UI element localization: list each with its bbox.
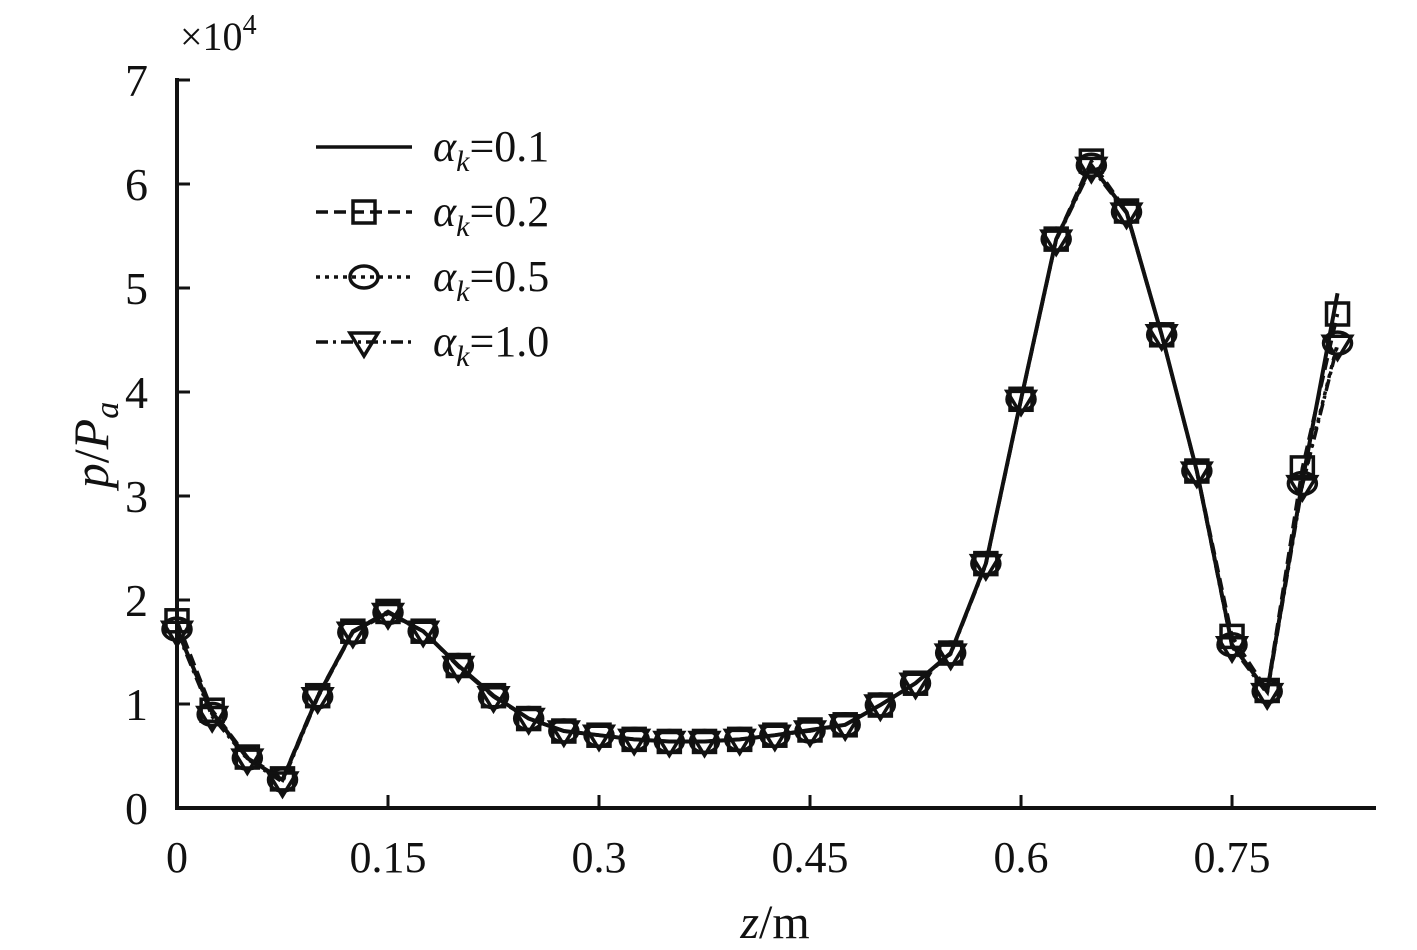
circle-marker xyxy=(1110,199,1143,225)
series-line xyxy=(175,161,1340,783)
legend-label: αk=0.1 xyxy=(433,122,549,178)
x-tick-label: 0.45 xyxy=(772,833,849,882)
triangle-down-marker xyxy=(406,620,441,649)
series-dashed xyxy=(164,148,1351,792)
circle-marker xyxy=(1321,330,1354,356)
triangle-down-marker xyxy=(1250,682,1285,711)
circle-marker xyxy=(934,640,967,666)
legend-label: αk=1.0 xyxy=(433,317,549,373)
triangle-down-marker xyxy=(159,620,195,649)
triangle-down-marker xyxy=(757,724,792,753)
x-axis-label: z/m xyxy=(739,896,809,945)
circle-marker xyxy=(266,767,299,793)
triangle-down-marker xyxy=(1039,229,1074,258)
axes xyxy=(175,78,1376,810)
series-line xyxy=(175,157,1340,782)
y-tick-label: 2 xyxy=(125,575,148,626)
circle-marker xyxy=(970,550,1002,577)
y-multiplier: ×104 xyxy=(180,10,257,59)
square-marker xyxy=(1324,301,1351,327)
square-marker xyxy=(351,199,377,225)
triangle-down-marker xyxy=(1214,636,1250,665)
y-tick-label: 3 xyxy=(125,471,148,522)
triangle-down-marker xyxy=(617,728,652,757)
triangle-down-marker xyxy=(346,331,382,360)
triangle-down-marker xyxy=(581,724,617,753)
y-tick-label: 6 xyxy=(125,159,148,210)
triangle-down-marker xyxy=(898,672,933,701)
legend-entry: αk=0.1 xyxy=(316,122,549,178)
legend-label: αk=0.2 xyxy=(433,187,549,243)
y-tick-label: 4 xyxy=(125,367,148,418)
triangle-down-marker xyxy=(1003,389,1039,418)
legend-entry: αk=0.2 xyxy=(316,187,549,243)
series-solid xyxy=(175,161,1340,783)
triangle-down-marker xyxy=(335,621,370,650)
circle-marker xyxy=(231,745,264,771)
triangle-down-marker xyxy=(933,643,968,672)
circle-marker xyxy=(1005,386,1037,413)
series-dashdot xyxy=(159,156,1355,800)
triangle-down-marker xyxy=(370,602,406,631)
circle-marker xyxy=(1216,631,1248,658)
x-tick-label: 0.75 xyxy=(1194,833,1271,882)
triangle-down-marker xyxy=(722,728,757,757)
circle-marker xyxy=(1075,152,1108,179)
circle-marker xyxy=(1181,458,1213,484)
triangle-down-marker xyxy=(1179,461,1214,490)
triangle-down-marker xyxy=(792,720,828,749)
series-line xyxy=(175,161,1340,783)
triangle-down-marker xyxy=(476,685,511,715)
triangle-down-marker xyxy=(546,720,581,749)
circle-marker xyxy=(301,683,334,710)
y-tick-label: 0 xyxy=(125,783,148,834)
triangle-down-marker xyxy=(265,771,300,800)
x-tick-label: 0 xyxy=(166,833,188,882)
legend-label: αk=0.5 xyxy=(433,252,549,308)
y-axis-label: p/Pa xyxy=(63,402,126,491)
triangle-down-marker xyxy=(863,694,898,723)
triangle-down-marker xyxy=(511,707,546,736)
triangle-down-marker xyxy=(300,687,335,716)
circle-marker xyxy=(1251,678,1283,705)
y-tick-label: 7 xyxy=(125,55,148,106)
circle-marker xyxy=(348,264,380,290)
x-tick-label: 0.15 xyxy=(350,833,427,882)
triangle-down-marker xyxy=(1144,324,1179,353)
triangle-down-marker xyxy=(441,655,476,684)
legend-entry: αk=0.5 xyxy=(316,252,549,308)
series-dotted xyxy=(161,152,1354,793)
triangle-down-marker xyxy=(1285,474,1320,503)
legend: αk=0.1 αk=0.2 αk=0.5 αk=1.0 xyxy=(316,122,549,373)
circle-marker xyxy=(196,701,228,728)
triangle-down-marker xyxy=(1109,202,1144,231)
y-tick-label: 1 xyxy=(125,679,148,730)
triangle-down-marker xyxy=(687,730,722,759)
triangle-down-marker xyxy=(1320,334,1355,363)
triangle-down-marker xyxy=(195,705,230,734)
triangle-down-marker xyxy=(968,553,1003,583)
legend-entry: αk=1.0 xyxy=(316,317,549,373)
triangle-down-marker xyxy=(652,730,687,759)
circle-marker xyxy=(372,599,404,626)
circle-marker xyxy=(1040,226,1072,252)
y-tick-label: 5 xyxy=(125,263,148,314)
triangle-down-marker xyxy=(1074,156,1109,185)
x-tick-label: 0.6 xyxy=(994,833,1049,882)
circle-marker xyxy=(161,616,193,642)
series-line xyxy=(175,164,1340,785)
x-tick-label: 0.3 xyxy=(572,833,627,882)
triangle-down-marker xyxy=(230,748,265,777)
circle-marker xyxy=(442,652,475,679)
triangle-down-marker xyxy=(828,714,863,743)
